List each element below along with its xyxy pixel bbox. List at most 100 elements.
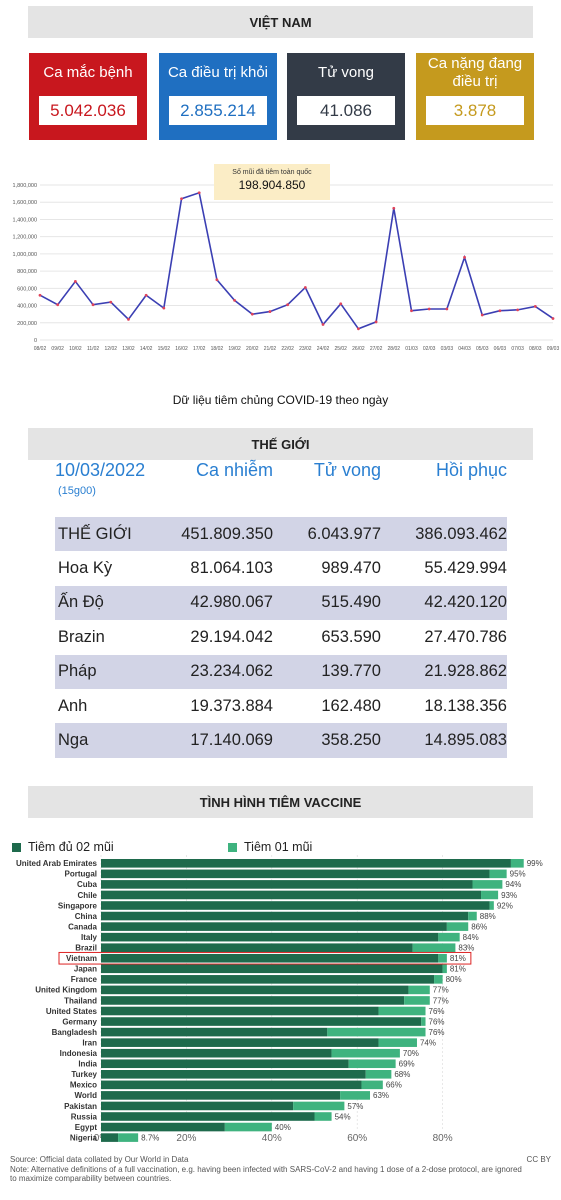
bar-one-dose (378, 1006, 426, 1016)
x-tick-label: 20% (176, 1133, 196, 1144)
country-label: Vietnam (66, 954, 97, 963)
cases-value: 42.980.067 (190, 593, 273, 612)
date-header: 10/03/2022 (55, 459, 146, 480)
bar-one-dose (421, 1017, 426, 1026)
data-point (250, 312, 254, 316)
card-value: 3.878 (426, 96, 524, 125)
x-tick-label: 15/02 (158, 346, 171, 352)
series-line (39, 191, 554, 330)
x-tick-label: 23/02 (299, 346, 312, 352)
vaccine-section-title: TÌNH HÌNH TIÊM VACCINE (28, 786, 533, 818)
bar-value-label: 76% (429, 1007, 445, 1016)
x-tick-label: 12/02 (105, 346, 118, 352)
country-label: Japan (74, 965, 97, 974)
x-tick-label: 06/03 (494, 346, 507, 352)
bar-value-label: 81% (450, 965, 466, 974)
data-point (233, 298, 236, 302)
table-row: Pháp 23.234.062 139.770 21.928.862 (55, 654, 507, 689)
y-tick-label: 0 (34, 338, 37, 344)
highlight-box (58, 951, 472, 965)
bar-full-dose (101, 901, 490, 910)
note-text: Note: Alternative definitions of a full … (10, 1164, 522, 1184)
x-tick-label: 17/02 (193, 346, 206, 352)
country-label: United Arab Emirates (16, 859, 98, 868)
x-tick-label: 08/03 (529, 346, 542, 352)
table-header: 10/03/2022 Ca nhiễm Tử vong Hồi phục (55, 455, 507, 485)
bar-full-dose (101, 922, 447, 931)
country-label: Brazil (75, 944, 97, 953)
data-point (410, 309, 413, 313)
bar-full-dose (101, 964, 443, 974)
data-point (463, 255, 466, 259)
bar-value-label: 8.7% (141, 1133, 159, 1142)
y-tick-label: 200,000 (17, 321, 37, 327)
x-tick-label: 19/02 (228, 346, 241, 352)
bar-value-label: 76% (429, 1017, 445, 1026)
recovered-value: 21.928.862 (424, 662, 507, 681)
deaths-value: 139.770 (321, 662, 381, 681)
bar-one-dose (378, 1038, 417, 1047)
bar-value-label: 77% (433, 986, 449, 995)
data-point (533, 305, 537, 308)
recovered-value: 42.420.120 (424, 593, 507, 612)
license-label: CC BY (526, 1155, 551, 1164)
country-label: India (78, 1060, 97, 1069)
bar-one-dose (472, 880, 503, 889)
x-tick-label: 09/02 (51, 346, 64, 352)
x-tick-label: 09/03 (547, 346, 560, 352)
bar-value-label: 68% (394, 1070, 410, 1079)
data-point (56, 303, 60, 307)
bar-one-dose (327, 1027, 426, 1037)
vietnam-section-title: VIỆT NAM (28, 6, 533, 38)
x-tick-label: 26/02 (352, 346, 365, 352)
bar-one-dose (442, 964, 447, 974)
data-point (357, 327, 360, 331)
bar-value-label: 77% (433, 996, 449, 1005)
line-chart-caption: Dữ liệu tiêm chủng COVID-19 theo ngày (172, 393, 389, 407)
x-tick-label: 60% (347, 1133, 367, 1144)
legend-full-swatch (12, 842, 21, 852)
data-point (268, 310, 272, 313)
bar-full-dose (101, 975, 435, 984)
data-point (91, 303, 95, 307)
bar-full-dose (101, 859, 511, 868)
data-point (215, 278, 219, 282)
data-point (445, 307, 449, 311)
cases-value: 29.194.042 (190, 627, 273, 646)
world-stats-table: 10/03/2022 Ca nhiễm Tử vong Hồi phục (15… (55, 455, 507, 758)
recovered-value: 55.429.994 (424, 559, 507, 578)
bar-value-label: 80% (446, 975, 462, 984)
x-tick-label: 40% (262, 1133, 282, 1144)
cases-value: 23.234.062 (190, 662, 273, 681)
card-label: Ca nặng đang điều trị (427, 55, 523, 90)
recovered-header: Hồi phục (435, 459, 507, 480)
deaths-value: 989.470 (321, 559, 381, 578)
card-value: 5.042.036 (39, 96, 137, 125)
country-name: Nga (58, 731, 89, 750)
bar-one-dose (468, 911, 477, 921)
deaths-value: 653.590 (321, 627, 381, 646)
x-tick-label: 80% (433, 1133, 453, 1144)
bar-value-label: 92% (497, 901, 513, 910)
data-point (303, 286, 307, 289)
data-point (551, 317, 555, 320)
bar-one-dose (118, 1133, 139, 1142)
recovered-value: 18.138.356 (424, 696, 507, 715)
bar-one-dose (348, 1059, 396, 1069)
table-row: Ấn Độ 42.980.067 515.490 42.420.120 (55, 585, 507, 621)
country-name: THẾ GIỚI (58, 524, 132, 543)
bar-one-dose (293, 1101, 345, 1111)
cases-value: 451.809.350 (181, 524, 273, 543)
bar-full-dose (101, 869, 490, 879)
x-tick-label: 21/02 (264, 346, 277, 352)
bar-value-label: 69% (399, 1060, 415, 1069)
bar-full-dose (101, 1017, 422, 1026)
table-row: Brazin 29.194.042 653.590 27.470.786 (55, 620, 507, 654)
y-tick-label: 600,000 (17, 286, 37, 292)
x-tick-label: 01/03 (405, 346, 418, 352)
bar-full-dose (101, 1070, 366, 1079)
country-name: Hoa Kỳ (58, 559, 113, 578)
table-row: THẾ GIỚI 451.809.350 6.043.977 386.093.462 (55, 517, 507, 552)
bar-full-dose (101, 1027, 328, 1037)
total-doses-label: Số mũi đã tiêm toàn quốc (232, 169, 312, 176)
